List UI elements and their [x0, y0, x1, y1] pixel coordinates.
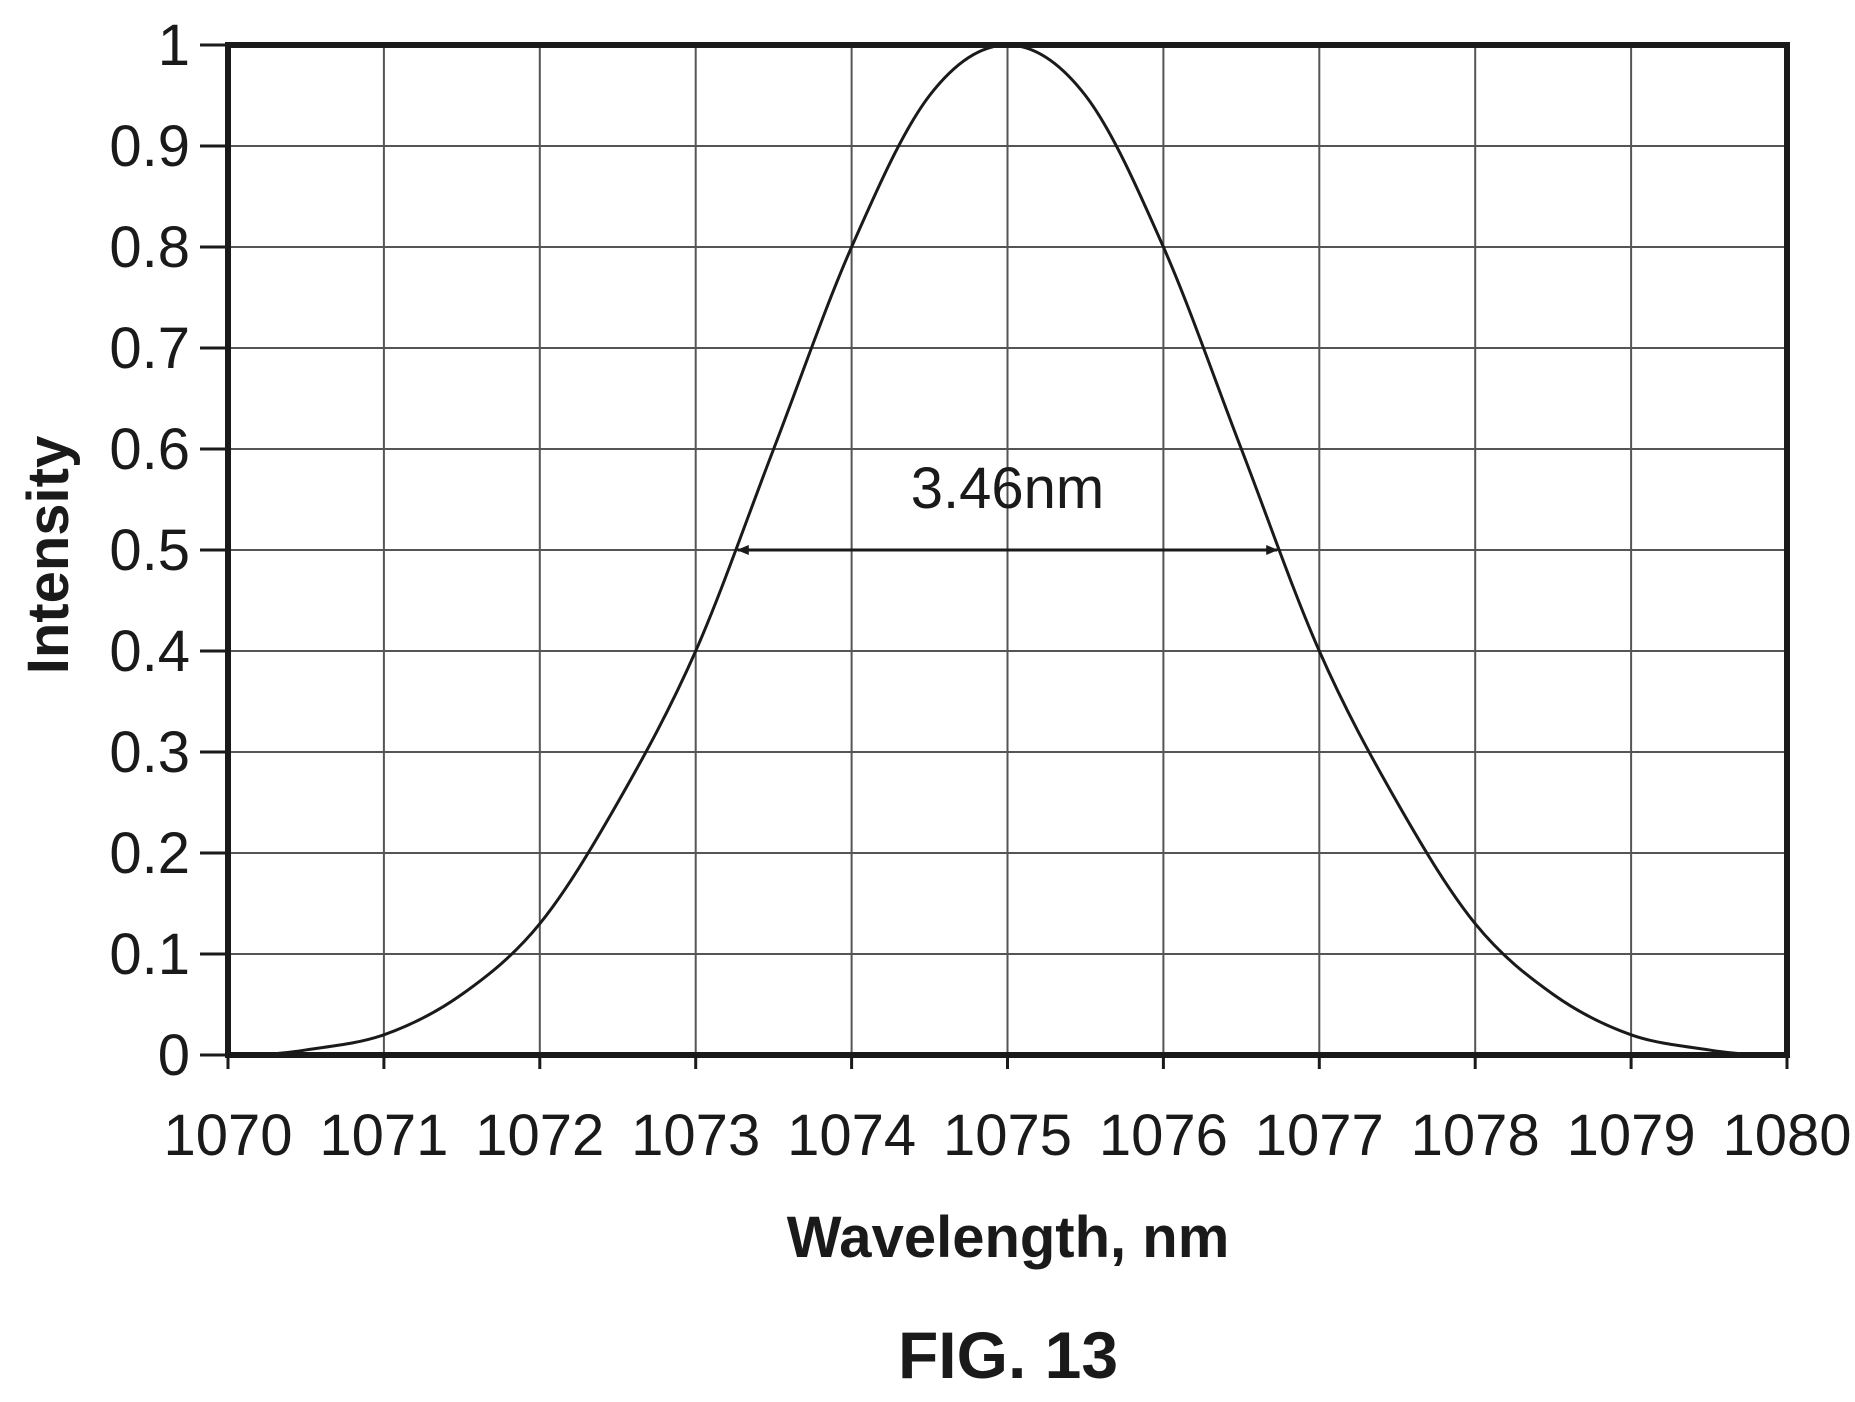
y-tick-label: 0.7 — [109, 316, 190, 381]
tick-marks — [200, 43, 1789, 1069]
y-tick-label: 0.3 — [109, 720, 190, 785]
figure-caption: FIG. 13 — [898, 1318, 1118, 1392]
y-tick-label: 1 — [158, 13, 190, 78]
x-tick-label: 1079 — [1567, 1103, 1696, 1168]
x-tick-label: 1078 — [1411, 1103, 1540, 1168]
fwhm-annotation: 3.46nm — [736, 456, 1279, 555]
x-tick-label: 1072 — [475, 1103, 604, 1168]
x-tick-label: 1075 — [943, 1103, 1072, 1168]
y-tick-labels: 0 0.1 0.2 0.3 0.4 0.5 0.6 0.7 0.8 0.9 1 — [109, 13, 190, 1088]
y-tick-label: 0.5 — [109, 518, 190, 583]
x-tick-label: 1077 — [1255, 1103, 1384, 1168]
y-tick-label: 0.6 — [109, 417, 190, 482]
y-tick-label: 0.2 — [109, 821, 190, 886]
y-tick-label: 0.1 — [109, 922, 190, 987]
x-tick-labels: 1070 1071 1072 1073 1074 1075 1076 1077 1078 1079… — [163, 1103, 1851, 1168]
x-tick-label: 1073 — [631, 1103, 760, 1168]
x-tick-label: 1074 — [787, 1103, 916, 1168]
x-tick-label: 1071 — [319, 1103, 448, 1168]
fwhm-label: 3.46nm — [911, 456, 1104, 521]
y-tick-label: 0.8 — [109, 215, 190, 280]
y-tick-label: 0.9 — [109, 114, 190, 179]
y-tick-label: 0.4 — [109, 619, 190, 684]
x-tick-label: 1070 — [163, 1103, 292, 1168]
x-tick-label: 1080 — [1722, 1103, 1851, 1168]
y-axis-title: Intensity — [16, 436, 81, 675]
x-axis-title: Wavelength, nm — [787, 1205, 1230, 1270]
y-tick-label: 0 — [158, 1023, 190, 1088]
x-tick-label: 1076 — [1099, 1103, 1228, 1168]
